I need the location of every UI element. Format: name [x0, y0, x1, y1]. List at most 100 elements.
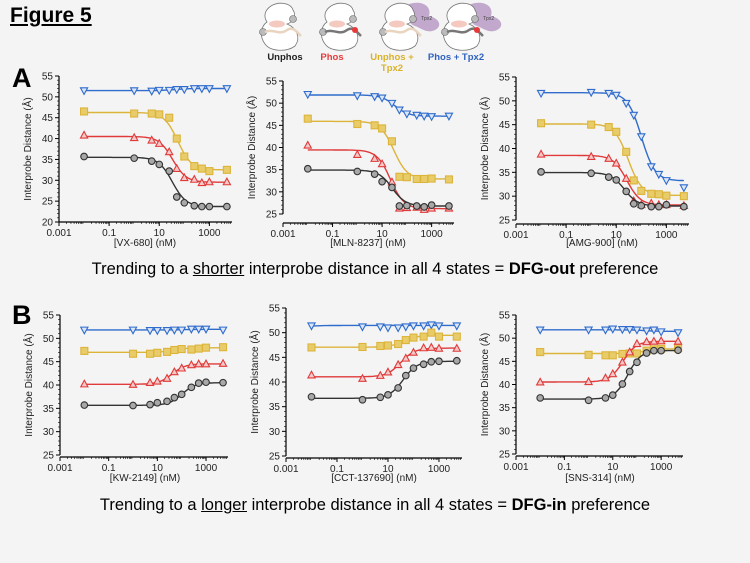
data-point-phos-tpx2	[357, 323, 368, 332]
y-tick-label: 55	[42, 72, 54, 83]
data-point-phos-tpx2	[679, 184, 689, 193]
y-tick-label: 50	[43, 334, 55, 345]
data-point-phos-tpx2	[434, 322, 444, 331]
state-label-unphos: Unphos	[267, 52, 303, 63]
data-point-phos-tpx2	[370, 93, 380, 102]
y-axis-label: Interprobe Distance (Å)	[248, 330, 261, 433]
caption-text: Trending to a	[99, 496, 202, 514]
data-point-phos	[201, 359, 211, 368]
data-point-unphos	[378, 177, 386, 186]
data-point-phos	[306, 370, 317, 379]
data-point-unphos	[384, 390, 392, 399]
data-point-phos-tpx2	[218, 326, 228, 335]
y-tick-label: 45	[42, 113, 54, 124]
data-point-phos-tpx2	[452, 322, 462, 331]
x-tick-label: 1000	[195, 463, 218, 474]
data-point-unphos-tpx2	[679, 192, 688, 201]
chart-5: 25 30 35 40 45 50 55 0.001 0.1 10 1000 [CCT-137690]…	[248, 304, 462, 484]
data-point-phos	[408, 347, 419, 356]
data-point-unphos-tpx2	[419, 332, 428, 341]
data-point-phos	[419, 343, 429, 352]
y-tick-label: 45	[499, 357, 511, 368]
activation-loop	[384, 27, 422, 37]
y-tick-label: 40	[499, 144, 511, 155]
data-point-unphos	[376, 393, 385, 402]
data-point-unphos	[452, 356, 461, 365]
data-point-phos	[357, 373, 368, 382]
data-point-unphos-tpx2	[187, 345, 196, 354]
data-point-unphos-tpx2	[358, 342, 367, 352]
data-point-phos	[179, 172, 189, 182]
data-point-unphos-tpx2	[612, 127, 621, 136]
x-tick-label: 10	[611, 230, 623, 241]
data-point-unphos	[394, 384, 402, 392]
data-point-unphos	[170, 393, 179, 402]
data-point-phos-tpx2	[147, 87, 157, 96]
x-tick-label: 10	[377, 229, 389, 240]
x-axis-label: [KW-2149] (nM)	[110, 473, 180, 484]
data-point-unphos	[197, 202, 206, 211]
data-point-phos-tpx2	[375, 323, 385, 332]
data-point-unphos	[650, 346, 658, 355]
data-point-unphos-tpx2	[434, 332, 444, 341]
y-axis-label: Interprobe Distance (Å)	[245, 96, 258, 199]
data-point-unphos-tpx2	[177, 345, 186, 354]
x-tick-label: 0.001	[503, 462, 528, 473]
data-point-unphos	[419, 360, 428, 369]
data-point-unphos	[420, 203, 429, 211]
data-point-unphos	[618, 380, 627, 388]
data-point-unphos-tpx2	[128, 349, 138, 358]
data-point-unphos	[637, 201, 646, 210]
x-tick-label: 10	[152, 463, 164, 474]
data-point-unphos-tpx2	[409, 333, 418, 342]
data-point-unphos-tpx2	[130, 109, 139, 118]
data-point-phos-tpx2	[393, 324, 403, 333]
data-point-unphos-tpx2	[370, 121, 379, 130]
data-point-unphos	[536, 394, 545, 402]
data-point-unphos-tpx2	[155, 110, 164, 119]
x-tick-label: 0.001	[503, 230, 528, 241]
y-tick-label: 40	[42, 134, 54, 145]
x-tick-label: 0.1	[102, 228, 116, 239]
panel-letter-b: B	[12, 300, 32, 330]
y-tick-label: 50	[42, 92, 54, 103]
data-point-unphos-tpx2	[307, 343, 316, 352]
c-helix	[329, 20, 345, 28]
panel-b-caption: Trending to a longer interprobe distance…	[0, 496, 750, 515]
data-point-phos-tpx2	[387, 99, 397, 109]
data-point-phos-tpx2	[604, 89, 614, 99]
data-point-unphos-tpx2	[618, 349, 627, 358]
y-tick-label: 35	[499, 168, 511, 179]
data-point-phos-tpx2	[419, 112, 429, 121]
data-point-phos-tpx2	[401, 323, 411, 332]
data-point-phos	[218, 358, 228, 367]
x-tick-label: 1000	[198, 228, 221, 239]
y-tick-label: 30	[43, 427, 55, 438]
data-point-phos-tpx2	[611, 91, 621, 101]
data-point-unphos	[608, 391, 617, 400]
probe	[409, 15, 417, 23]
data-point-unphos	[205, 202, 214, 211]
data-point-phos	[186, 359, 196, 369]
y-tick-label: 45	[266, 121, 278, 132]
chart-4: 25 30 35 40 45 50 55 0.001 0.1 10 1000 [KW-2149] (n…	[22, 311, 228, 484]
data-point-phos	[154, 138, 164, 147]
data-point-unphos	[370, 170, 379, 178]
data-point-unphos	[401, 371, 410, 380]
y-tick-label: 35	[43, 404, 55, 415]
data-point-unphos-tpx2	[632, 349, 642, 358]
data-point-unphos-tpx2	[537, 119, 546, 128]
y-tick-label: 55	[269, 304, 281, 315]
data-point-phos	[79, 130, 89, 139]
data-point-unphos	[435, 357, 443, 366]
data-point-phos	[536, 149, 546, 158]
data-point-phos	[152, 376, 162, 385]
data-point-unphos-tpx2	[218, 343, 228, 352]
data-point-unphos	[163, 397, 171, 406]
x-tick-label: 10	[607, 462, 619, 473]
data-point-phos	[383, 367, 393, 376]
y-axis-label: Interprobe Distance (Å)	[478, 97, 491, 200]
data-point-unphos-tpx2	[452, 332, 461, 341]
caption-bold: DFG-in	[511, 496, 567, 514]
y-tick-label: 40	[269, 378, 281, 389]
